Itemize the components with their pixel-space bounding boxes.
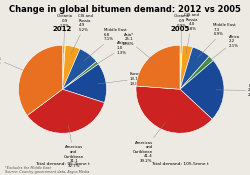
Text: Europe
24.5
23.2%: Europe 24.5 23.2%: [216, 84, 250, 97]
Text: *Excludes the Middle East
Source: Country government data, Argus Media: *Excludes the Middle East Source: Countr…: [5, 166, 89, 174]
Text: Americas
and
Caribbean
41.4
39.2%: Americas and Caribbean 41.4 39.2%: [132, 122, 166, 163]
Text: Oceania
0.9
1.0%: Oceania 0.9 1.0%: [57, 15, 73, 53]
Wedge shape: [136, 86, 212, 133]
Wedge shape: [62, 64, 106, 103]
Text: Change in global bitumen demand: 2012 vs 2005: Change in global bitumen demand: 2012 vs…: [9, 5, 241, 14]
Text: Africa
1.0
1.3%: Africa 1.0 1.3%: [91, 41, 128, 68]
Title: 2012: 2012: [53, 26, 72, 33]
Text: Africa
2.2
2.1%: Africa 2.2 2.1%: [206, 35, 240, 64]
Wedge shape: [62, 61, 98, 89]
Text: CIS and
Russia
4.9
5.2%: CIS and Russia 4.9 5.2%: [71, 14, 94, 54]
Text: CIS and
Russia
4.0
1.8%: CIS and Russia 4.0 1.8%: [184, 13, 199, 54]
Text: Asia*
31.4
32.9%: Asia* 31.4 32.9%: [0, 52, 30, 73]
Wedge shape: [62, 45, 65, 89]
Wedge shape: [62, 49, 96, 89]
Wedge shape: [180, 61, 224, 119]
Wedge shape: [136, 45, 180, 89]
Text: Total demand: 105.5mne t: Total demand: 105.5mne t: [151, 162, 209, 166]
Text: Middle East
6.8
7.1%: Middle East 6.8 7.1%: [84, 28, 126, 61]
Wedge shape: [27, 89, 104, 133]
Text: Oceania
0.9
0.9%: Oceania 0.9 0.9%: [174, 15, 190, 53]
Wedge shape: [180, 45, 193, 89]
Text: Europe
13.1
13.8%: Europe 13.1 13.8%: [98, 72, 144, 86]
Wedge shape: [180, 45, 182, 89]
Text: Total demand: 95.3mne t: Total demand: 95.3mne t: [35, 162, 90, 166]
Wedge shape: [18, 45, 62, 116]
Text: Asia*
25.1
13.8%: Asia* 25.1 13.8%: [121, 33, 156, 63]
Title: 2005: 2005: [170, 26, 190, 33]
Text: Americas
and
Caribbean
31.1
32.7%: Americas and Caribbean 31.1 32.7%: [64, 125, 84, 168]
Wedge shape: [180, 56, 213, 89]
Wedge shape: [180, 47, 209, 89]
Text: Middle East
7.3
6.9%: Middle East 7.3 6.9%: [198, 23, 236, 58]
Wedge shape: [62, 45, 80, 89]
